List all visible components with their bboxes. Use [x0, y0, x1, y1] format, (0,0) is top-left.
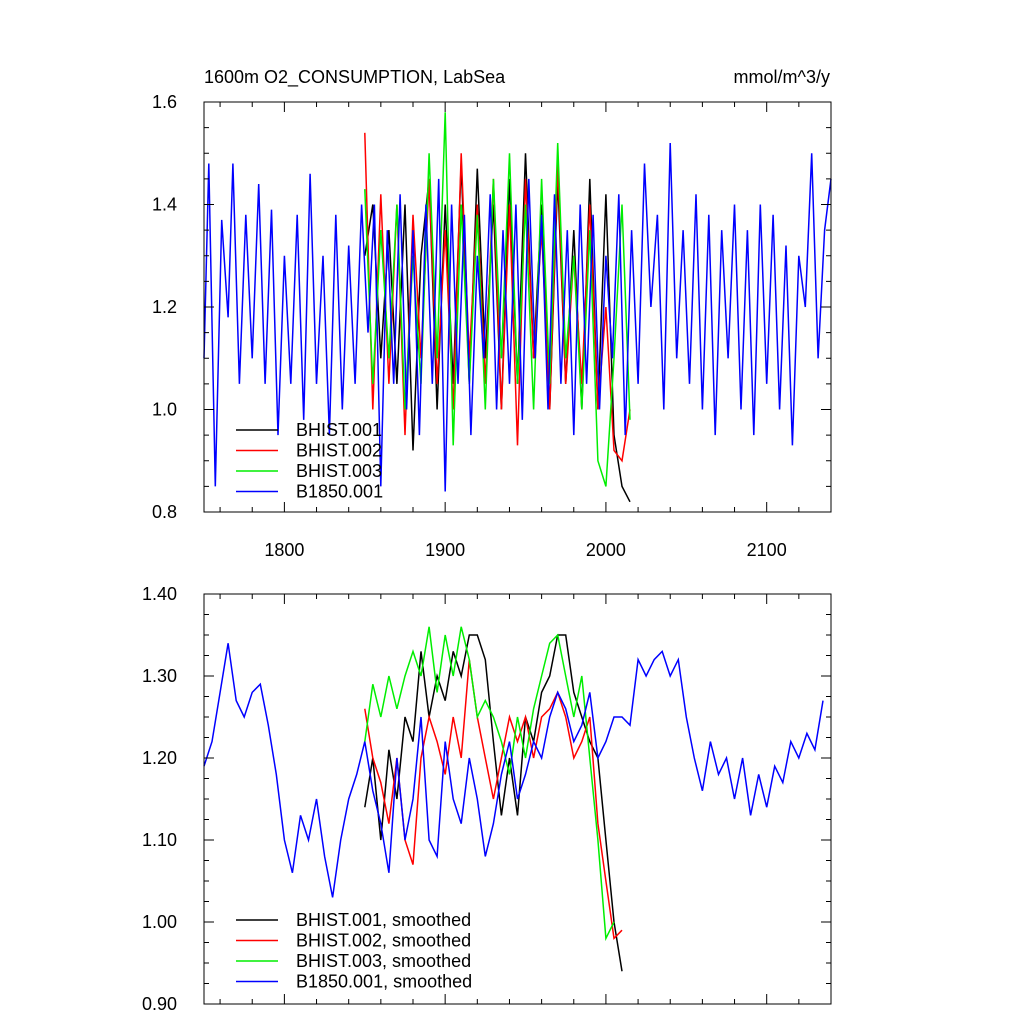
x-tick-label: 2100: [747, 540, 787, 560]
y-tick-label: 1.2: [152, 297, 177, 317]
y-tick-label: 1.40: [142, 584, 177, 604]
y-tick-label: 1.30: [142, 666, 177, 686]
series-line-4: [203, 643, 824, 898]
series-line-2: [364, 659, 623, 941]
series-line-3: [364, 626, 615, 942]
legend-label: BHIST.001, smoothed: [296, 910, 471, 930]
y-tick-label: 1.00: [142, 912, 177, 932]
y-tick-label: 0.90: [142, 994, 177, 1014]
chart-title: 1600m O2_CONSUMPTION, LabSea: [204, 67, 506, 88]
y-tick-label: 1.20: [142, 748, 177, 768]
y-tick-label: 1.4: [152, 195, 177, 215]
legend-label: BHIST.002, smoothed: [296, 931, 471, 951]
y-tick-label: 1.10: [142, 830, 177, 850]
y-tick-label: 0.8: [152, 502, 177, 522]
y-tick-label: 1.0: [152, 400, 177, 420]
x-tick-label: 1800: [264, 540, 304, 560]
x-tick-label: 1900: [425, 540, 465, 560]
legend-label: BHIST.002: [296, 441, 382, 461]
series-line-4: [203, 142, 832, 492]
legend-label: BHIST.003: [296, 461, 382, 481]
series-line-1: [364, 634, 623, 972]
legend-label: B1850.001: [296, 482, 383, 502]
top-panel: 1600m O2_CONSUMPTION, LabSea mmol/m^3/y …: [152, 67, 832, 560]
legend-label: BHIST.003, smoothed: [296, 951, 471, 971]
x-tick-label: 2000: [586, 540, 626, 560]
legend-label: B1850.001, smoothed: [296, 972, 472, 992]
chart-units: mmol/m^3/y: [734, 67, 830, 87]
bottom-panel: 0.90 1.00 1.10 1.20 1.30 1.40 BHIST.001, smoot…: [142, 584, 832, 1014]
legend-label: BHIST.001: [296, 420, 382, 440]
y-tick-label: 1.6: [152, 92, 177, 112]
